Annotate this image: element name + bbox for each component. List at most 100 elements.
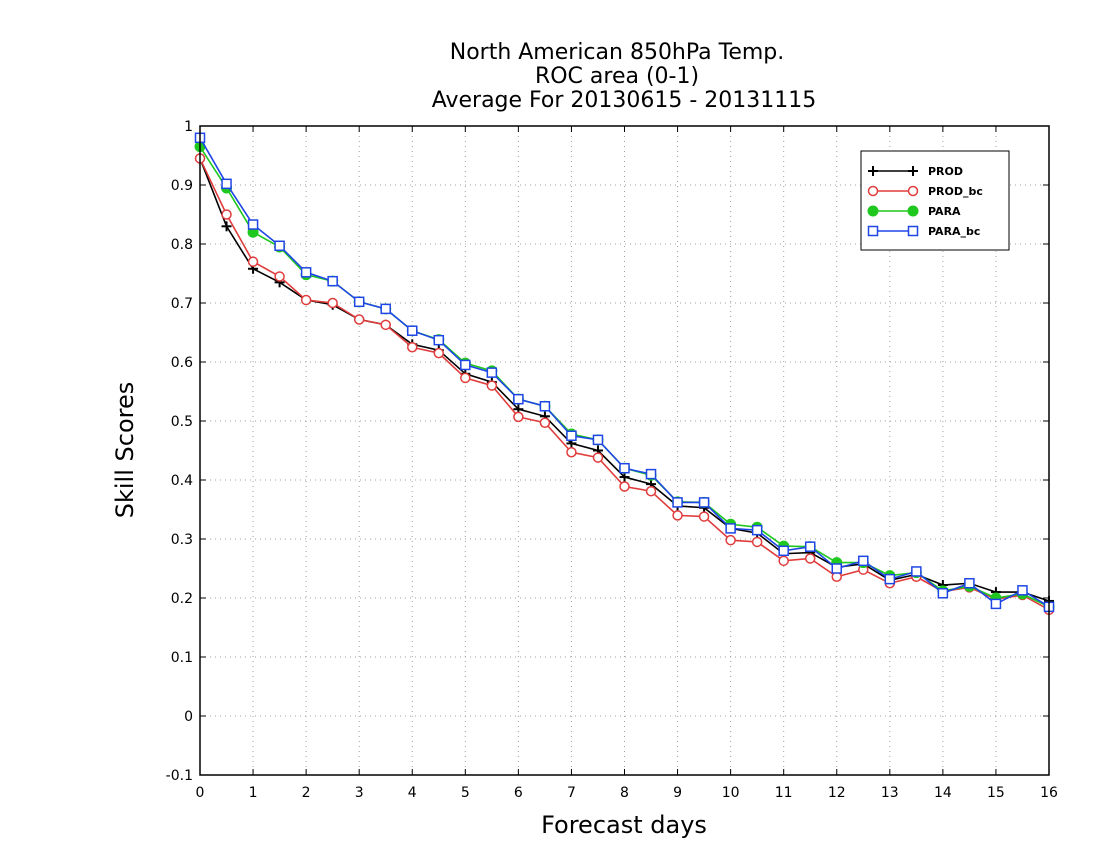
x-axis-label: Forecast days xyxy=(541,811,707,839)
y-tick-label: 0 xyxy=(184,709,193,725)
legend-item-para: PARA xyxy=(867,205,961,218)
data-point-prod-bc xyxy=(407,342,418,353)
data-point-para-bc xyxy=(831,563,842,574)
legend-marker-para-bc xyxy=(907,225,919,237)
data-point-prod-bc xyxy=(725,534,736,546)
data-point-prod-bc xyxy=(804,553,816,564)
data-point-para-bc xyxy=(751,524,763,536)
data-point-prod-bc xyxy=(433,347,445,359)
chart-title: North American 850hPa Temp. ROC area (0-… xyxy=(432,40,817,113)
data-point-prod-bc xyxy=(592,452,604,463)
y-tick-label: 0.3 xyxy=(171,532,193,548)
y-tick-label: 0.7 xyxy=(171,296,193,312)
legend-label-para: PARA xyxy=(928,205,961,218)
axes: -0.100.10.20.30.40.50.60.70.80.910 1 2 3 4 5 6… xyxy=(166,119,1058,801)
y-tick-label: 0.4 xyxy=(171,473,193,489)
legend-label-prod-bc: PROD_bc xyxy=(928,185,983,198)
data-point-para-bc xyxy=(566,430,577,441)
data-point-prod xyxy=(619,472,630,483)
series-para-bc xyxy=(194,132,1055,613)
x-tick-label: 4 xyxy=(408,785,417,801)
data-point-prod-bc xyxy=(566,447,577,458)
x-tick-label: 10 xyxy=(722,785,740,801)
data-point-prod xyxy=(221,221,232,232)
data-point-para-bc xyxy=(884,573,896,585)
data-point-para-bc xyxy=(592,434,604,446)
x-tick-label: 3 xyxy=(355,785,364,801)
data-point-para-bc xyxy=(513,393,524,405)
data-point-prod-bc xyxy=(513,411,524,423)
legend-item-prod-bc: PROD_bc xyxy=(867,185,983,198)
data-point-prod-bc xyxy=(645,485,657,497)
data-point-prod-bc xyxy=(698,511,710,522)
grid xyxy=(200,126,1049,775)
x-tick-label: 8 xyxy=(620,785,629,801)
y-tick-label: -0.1 xyxy=(166,768,193,784)
data-point-prod-bc xyxy=(486,380,498,391)
data-point-prod-bc xyxy=(247,256,259,267)
data-point-prod-bc xyxy=(539,417,551,429)
y-tick-label: 1 xyxy=(184,119,193,135)
data-point-para-bc xyxy=(407,325,418,336)
legend-marker-prod-bc xyxy=(907,185,919,197)
title-line-1: North American 850hPa Temp. xyxy=(450,40,785,65)
title-line-2: ROC area (0-1) xyxy=(535,64,699,89)
data-point-prod-bc xyxy=(672,510,683,521)
data-point-para-bc xyxy=(937,588,949,599)
data-point-prod-bc xyxy=(274,271,285,282)
data-point-para-bc xyxy=(911,566,922,577)
x-tick-label: 12 xyxy=(828,785,846,801)
legend-item-para-bc: PARA_bc xyxy=(867,225,980,238)
legend-label-prod: PROD xyxy=(928,165,963,178)
legend-box xyxy=(860,150,1010,251)
data-point-para-bc xyxy=(698,497,710,508)
y-tick-label: 0.1 xyxy=(171,650,193,666)
x-tick-label: 13 xyxy=(881,785,899,801)
data-point-para-bc xyxy=(247,219,259,230)
data-point-para-bc xyxy=(619,462,630,474)
data-point-prod-bc xyxy=(619,481,630,492)
legend-marker-prod xyxy=(908,166,918,176)
data-point-para-bc xyxy=(672,497,683,508)
data-point-prod-bc xyxy=(327,297,338,309)
x-tick-label: 7 xyxy=(567,785,576,801)
data-point-para-bc xyxy=(300,267,312,278)
data-point-para-bc xyxy=(486,367,498,378)
data-point-para-bc xyxy=(990,598,1002,610)
y-tick-label: 0.6 xyxy=(171,355,193,371)
data-point-para-bc xyxy=(433,334,445,346)
data-point-para-bc xyxy=(460,359,471,371)
data-point-prod-bc xyxy=(300,294,312,306)
data-point-para-bc xyxy=(1017,585,1028,596)
x-tick-label: 16 xyxy=(1040,785,1058,801)
y-tick-label: 0.2 xyxy=(171,591,193,607)
x-tick-label: 0 xyxy=(196,785,205,801)
data-point-prod-bc xyxy=(380,319,391,331)
data-point-para-bc xyxy=(221,178,232,190)
data-point-para-bc xyxy=(778,545,789,557)
data-point-para-bc xyxy=(539,401,551,412)
data-point-prod-bc xyxy=(221,209,232,220)
x-tick-label: 14 xyxy=(934,785,952,801)
x-tick-label: 9 xyxy=(673,785,682,801)
legend-marker-prod xyxy=(868,166,878,176)
legend-marker-para xyxy=(907,205,919,217)
data-point-para-bc xyxy=(964,578,975,589)
y-tick-label: 0.8 xyxy=(171,237,193,253)
data-point-prod-bc xyxy=(778,555,789,567)
x-tick-label: 15 xyxy=(987,785,1005,801)
data-point-para-bc xyxy=(380,303,391,315)
legend: PROD PROD_bc PARA PARA_bc xyxy=(860,150,1010,251)
data-point-prod-bc xyxy=(751,536,763,548)
y-tick-label: 0.5 xyxy=(171,414,193,430)
data-point-para-bc xyxy=(327,275,338,287)
y-tick-label: 0.9 xyxy=(171,178,193,194)
x-tick-label: 1 xyxy=(249,785,258,801)
data-point-para-bc xyxy=(725,523,736,534)
legend-marker-para-bc xyxy=(867,225,879,237)
data-point-para-bc xyxy=(858,555,869,567)
x-tick-label: 6 xyxy=(514,785,523,801)
plot-series xyxy=(194,132,1055,616)
